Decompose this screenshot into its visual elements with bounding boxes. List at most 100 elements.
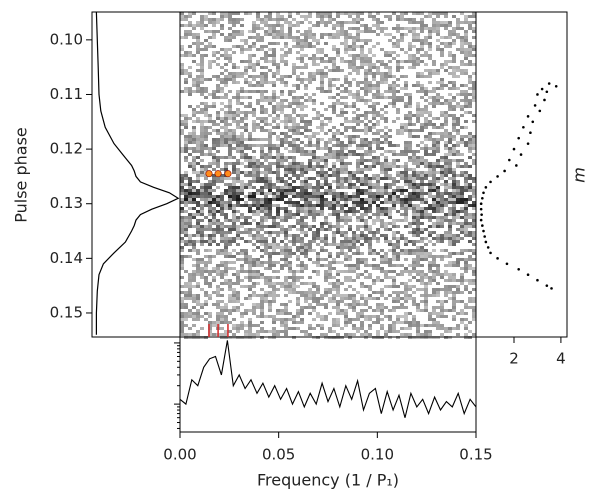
heatmap-cell [220,78,224,81]
heatmap-cell [368,249,372,252]
heatmap-cell [416,246,420,249]
heatmap-cell [352,177,356,180]
heatmap-cell [300,243,304,246]
heatmap-cell [340,249,344,252]
heatmap-cell [188,33,192,36]
heatmap-cell [248,216,252,219]
heatmap-cell [364,150,368,153]
heatmap-cell [372,219,376,222]
heatmap-cell [204,234,208,237]
heatmap-cell [252,45,256,48]
heatmap-cell [232,333,236,336]
heatmap-cell [328,21,332,24]
heatmap-cell [292,321,296,324]
heatmap-cell [300,165,304,168]
heatmap-cell [200,144,204,147]
heatmap-cell [340,168,344,171]
heatmap-cell [204,129,208,132]
heatmap-cell [448,159,452,162]
heatmap-cell [268,144,272,147]
heatmap-cell [368,186,372,189]
heatmap-cell [300,321,304,324]
heatmap-cell [252,228,256,231]
heatmap-cell [416,108,420,111]
heatmap-cell [436,147,440,150]
heatmap-cell [372,45,376,48]
heatmap-cell [272,120,276,123]
heatmap-cell [432,225,436,228]
heatmap-cell [360,141,364,144]
heatmap-cell [220,327,224,330]
heatmap-cell [244,81,248,84]
heatmap-cell [360,189,364,192]
heatmap-cell [368,150,372,153]
heatmap-cell [472,207,476,210]
heatmap-cell [360,258,364,261]
heatmap-cell [356,96,360,99]
heatmap-cell [260,36,264,39]
heatmap-cell [208,297,212,300]
heatmap-cell [316,144,320,147]
heatmap-cell [416,225,420,228]
heatmap-cell [440,273,444,276]
heatmap-cell [420,189,424,192]
heatmap-cell [200,111,204,114]
heatmap-cell [384,171,388,174]
heatmap-cell [360,303,364,306]
heatmap-cell [252,264,256,267]
heatmap-cell [280,240,284,243]
heatmap-cell [428,207,432,210]
heatmap-cell [448,81,452,84]
heatmap-cell [328,81,332,84]
heatmap-cell [228,141,232,144]
heatmap-cell [432,249,436,252]
heatmap-cell [240,213,244,216]
heatmap-cell [304,165,308,168]
heatmap-cell [192,60,196,63]
heatmap-cell [276,204,280,207]
heatmap-cell [464,234,468,237]
heatmap-cell [236,126,240,129]
heatmap-cell [372,252,376,255]
heatmap-cell [328,276,332,279]
heatmap-cell [340,231,344,234]
heatmap-cell [416,51,420,54]
heatmap-cell [280,285,284,288]
heatmap-cell [344,78,348,81]
heatmap-cell [372,195,376,198]
heatmap-cell [224,144,228,147]
heatmap-cell [376,81,380,84]
heatmap-cell [240,231,244,234]
m-point [506,263,509,266]
heatmap-cell [456,237,460,240]
heatmap-cell [228,240,232,243]
heatmap-cell [324,303,328,306]
heatmap-cell [236,252,240,255]
heatmap-cell [204,168,208,171]
heatmap-cell [312,150,316,153]
heatmap-cell [412,297,416,300]
heatmap-cell [316,63,320,66]
heatmap-cell [352,171,356,174]
heatmap-cell [220,195,224,198]
heatmap-cell [260,162,264,165]
heatmap-cell [368,264,372,267]
heatmap-cell [264,159,268,162]
heatmap-cell [356,240,360,243]
heatmap-cell [424,174,428,177]
heatmap-cell [196,69,200,72]
heatmap-cell [452,84,456,87]
heatmap-cell [260,330,264,333]
heatmap-cell [392,36,396,39]
heatmap-cell [472,297,476,300]
heatmap-cell [396,315,400,318]
heatmap-cell [328,87,332,90]
heatmap-cell [260,120,264,123]
heatmap-cell [204,198,208,201]
heatmap-cell [344,147,348,150]
heatmap-cell [220,294,224,297]
heatmap-cell [264,180,268,183]
heatmap-cell [332,234,336,237]
heatmap-cell [240,267,244,270]
heatmap-cell [288,234,292,237]
